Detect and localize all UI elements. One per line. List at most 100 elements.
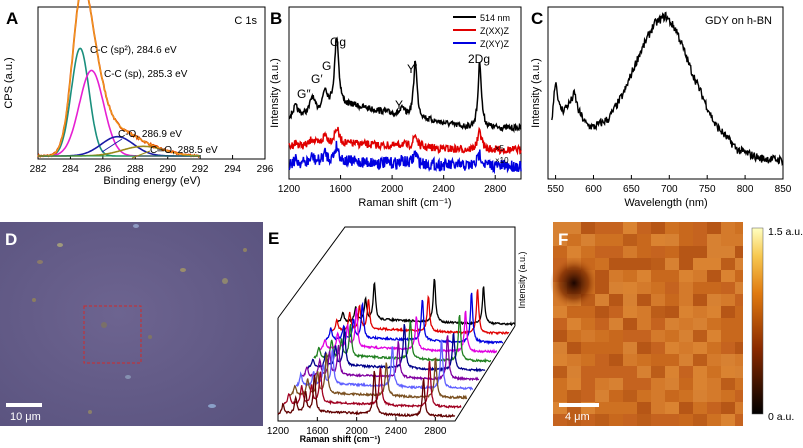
scalebar-d [6, 403, 42, 407]
map-pixel [623, 306, 637, 318]
annotation-cc-sp: C-C (sp), 285.3 eV [104, 69, 188, 80]
map-pixel [721, 354, 735, 366]
map-pixel [721, 342, 735, 354]
map-pixel [707, 282, 721, 294]
map-pixel [623, 246, 637, 258]
map-pixel [693, 402, 707, 414]
map-pixel [679, 330, 693, 342]
map-pixel [707, 330, 721, 342]
map-pixel [735, 414, 743, 426]
panel-d-letter: D [5, 230, 17, 249]
map-pixel [595, 390, 609, 402]
map-pixel [651, 342, 665, 354]
map-pixel [609, 246, 623, 258]
map-pixel [679, 378, 693, 390]
map-pixel [651, 282, 665, 294]
panel-c-frame [547, 6, 784, 180]
peak-label-g: G [322, 59, 331, 73]
map-pixel [735, 354, 743, 366]
colorbar-min-label: 0 a.u. [768, 411, 794, 423]
map-pixel [721, 234, 735, 246]
map-pixel [651, 414, 665, 426]
map-pixel [651, 318, 665, 330]
colorbar [751, 227, 764, 415]
map-pixel [609, 294, 623, 306]
map-pixel [665, 222, 679, 234]
raman-series-2 [288, 140, 522, 175]
map-pixel [567, 318, 581, 330]
map-pixel [665, 378, 679, 390]
panel-a-tick-label: 290 [159, 164, 176, 175]
map-pixel [735, 402, 743, 414]
map-pixel [693, 270, 707, 282]
map-pixel [707, 294, 721, 306]
map-pixel [637, 306, 651, 318]
region-of-interest-box [83, 305, 142, 364]
map-pixel [693, 294, 707, 306]
map-pixel [693, 342, 707, 354]
map-pixel [651, 354, 665, 366]
map-pixel [721, 390, 735, 402]
map-pixel [735, 258, 743, 270]
map-pixel [665, 306, 679, 318]
flake [133, 224, 139, 228]
map-pixel [637, 366, 651, 378]
map-pixel [693, 282, 707, 294]
map-pixel [609, 378, 623, 390]
map-pixel [679, 234, 693, 246]
map-pixel [553, 330, 567, 342]
map-pixel [637, 354, 651, 366]
xps-envelope [38, 0, 200, 157]
panel-e-ylabel: Intensity (a.u.) [517, 251, 527, 308]
map-pixel [637, 222, 651, 234]
map-pixel [679, 390, 693, 402]
map-pixel [721, 282, 735, 294]
map-pixel [651, 234, 665, 246]
map-pixel [637, 270, 651, 282]
map-pixel [693, 258, 707, 270]
flake [32, 298, 36, 302]
map-pixel [707, 222, 721, 234]
map-pixel [665, 294, 679, 306]
panel-b-legend: 514 nm Z(XX)Z Z(XY)Z [453, 13, 510, 49]
map-pixel [567, 414, 581, 426]
map-pixel [707, 270, 721, 282]
map-pixel [735, 282, 743, 294]
panel-a-tick-label: 284 [62, 164, 79, 175]
map-pixel [721, 246, 735, 258]
map-pixel [567, 390, 581, 402]
panel-b-tick-label: 1200 [278, 184, 301, 195]
map-pixel [609, 390, 623, 402]
map-pixel [581, 330, 595, 342]
map-pixel [693, 378, 707, 390]
map-pixel [721, 378, 735, 390]
map-pixel [721, 402, 735, 414]
panel-d: D 10 μm [0, 222, 263, 426]
map-pixel [609, 330, 623, 342]
map-pixel [679, 306, 693, 318]
map-pixel [693, 246, 707, 258]
map-pixel [665, 246, 679, 258]
panel-a-tick-label: 286 [95, 164, 112, 175]
map-pixel [553, 246, 567, 258]
map-pixel [679, 258, 693, 270]
panel-c-tick-label: 700 [661, 184, 678, 195]
peak-label-g-double-prime: G″ [297, 87, 311, 101]
panel-a-tick-label: 292 [192, 164, 209, 175]
map-pixel [665, 270, 679, 282]
panel-c-tick-label: 600 [585, 184, 602, 195]
map-pixel [651, 390, 665, 402]
map-pixel [609, 270, 623, 282]
panel-b-tick-label: 2800 [484, 184, 507, 195]
panel-e-tick-label: 2800 [424, 426, 447, 437]
scalebar-f-label: 4 μm [565, 411, 590, 423]
panel-a-xlabel: Binding energy (eV) [103, 175, 200, 187]
map-pixel [553, 222, 567, 234]
panel-a-letter: A [6, 9, 18, 28]
map-pixel [637, 330, 651, 342]
map-pixel [721, 366, 735, 378]
map-pixel [679, 270, 693, 282]
stacked-spectrum-4 [313, 314, 492, 364]
map-pixel [651, 294, 665, 306]
map-pixel [637, 402, 651, 414]
